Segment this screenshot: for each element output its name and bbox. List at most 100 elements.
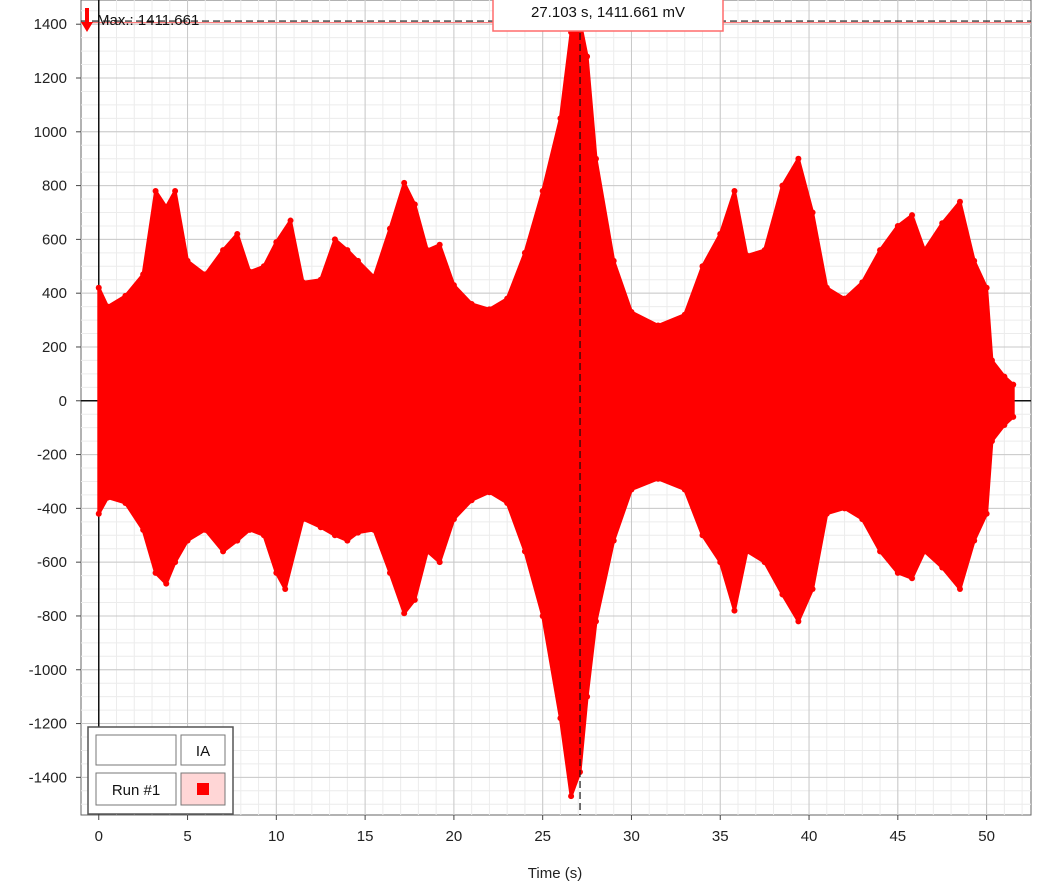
y-tick-label: 1200 xyxy=(34,70,67,87)
signal-trough-point xyxy=(743,548,750,555)
signal-trough-point xyxy=(717,559,724,566)
signal-peak-point xyxy=(841,295,848,302)
x-tick-label: 20 xyxy=(446,828,463,845)
signal-trough-point xyxy=(1010,413,1017,420)
signal-trough-point xyxy=(122,499,129,506)
x-tick-label: 30 xyxy=(623,828,640,845)
signal-peak-point xyxy=(921,247,928,254)
signal-trough-point xyxy=(988,438,995,445)
signal-trough-point xyxy=(877,548,884,555)
signal-trough-point xyxy=(172,559,179,566)
signal-trough-point xyxy=(557,715,564,722)
y-tick-label: 400 xyxy=(42,285,67,302)
legend-header-blank xyxy=(95,734,177,766)
signal-peak-point xyxy=(104,303,111,310)
x-tick-label: 5 xyxy=(183,828,191,845)
signal-trough-point xyxy=(273,569,280,576)
signal-peak-point xyxy=(909,212,916,219)
signal-peak-point xyxy=(140,271,147,278)
x-axis-ticks: 0 5 10 15 20 25 30 35 40 45 50 xyxy=(95,815,995,845)
signal-trough-point xyxy=(282,586,289,593)
signal-peak-point xyxy=(521,249,528,256)
signal-peak-point xyxy=(370,274,377,281)
signal-trough-point xyxy=(956,586,963,593)
legend-swatch xyxy=(197,783,209,795)
signal-peak-point xyxy=(122,292,129,299)
signal-peak-point xyxy=(299,279,306,286)
legend-header-label: IA xyxy=(196,743,210,760)
max-label-group: Max.: 1411.661 xyxy=(81,8,199,32)
signal-trough-point xyxy=(140,526,147,533)
x-tick-label: 40 xyxy=(801,828,818,845)
max-label: Max.: 1411.661 xyxy=(97,12,199,29)
signal-peak-point xyxy=(823,284,830,291)
signal-peak-point xyxy=(681,311,688,318)
signal-trough-point xyxy=(355,529,362,536)
signal-trough-point xyxy=(386,569,393,576)
signal-peak-point xyxy=(743,252,750,259)
signal-trough-point xyxy=(779,591,786,598)
signal-peak-point xyxy=(584,53,591,60)
signal-trough-point xyxy=(424,548,431,555)
signal-peak-point xyxy=(95,284,102,291)
x-tick-label: 15 xyxy=(357,828,374,845)
y-tick-label: 1000 xyxy=(34,124,67,141)
signal-peak-point xyxy=(592,155,599,162)
signal-peak-point xyxy=(172,187,179,194)
signal-peak-point xyxy=(795,155,802,162)
y-tick-label: -800 xyxy=(37,608,67,625)
signal-peak-point xyxy=(220,247,227,254)
signal-trough-point xyxy=(411,596,418,603)
x-tick-label: 35 xyxy=(712,828,729,845)
signal-trough-point xyxy=(246,526,253,533)
x-tick-label: 50 xyxy=(978,828,995,845)
x-tick-label: 25 xyxy=(534,828,551,845)
signal-peak-point xyxy=(184,257,191,264)
signal-trough-point xyxy=(795,618,802,625)
y-axis-ticks: -1400 -1200 -1000 -800 -600 -400 -200 0 200 400 60… xyxy=(29,16,81,786)
signal-peak-point xyxy=(317,276,324,283)
signal-trough-point xyxy=(234,537,241,544)
signal-trough-point xyxy=(152,569,159,576)
signal-trough-point xyxy=(894,569,901,576)
signal-peak-point xyxy=(202,271,209,278)
signal-trough-point xyxy=(521,548,528,555)
signal-trough-point xyxy=(184,537,191,544)
signal-trough-point xyxy=(260,532,267,539)
x-tick-label: 45 xyxy=(889,828,906,845)
signal-trough-point xyxy=(539,612,546,619)
signal-peak-point xyxy=(273,239,280,246)
signal-trough-point xyxy=(971,537,978,544)
signal-peak-point xyxy=(731,187,738,194)
signal-trough-point xyxy=(331,532,338,539)
signal-peak-point xyxy=(331,236,338,243)
signal-trough-point xyxy=(731,607,738,614)
signal-trough-point xyxy=(95,510,102,517)
signal-trough-point xyxy=(921,548,928,555)
signal-trough-point xyxy=(317,524,324,531)
max-arrow-icon xyxy=(81,8,93,32)
y-tick-label: 600 xyxy=(42,231,67,248)
signal-peak-point xyxy=(956,198,963,205)
signal-trough-point xyxy=(486,489,493,496)
signal-series xyxy=(95,18,1017,800)
signal-trough-point xyxy=(468,497,475,504)
signal-trough-point xyxy=(568,793,575,800)
signal-trough-point xyxy=(104,494,111,501)
signal-peak-point xyxy=(287,217,294,224)
signal-trough-point xyxy=(983,510,990,517)
signal-trough-point xyxy=(610,537,617,544)
signal-peak-point xyxy=(401,179,408,186)
y-tick-label: 0 xyxy=(59,393,67,410)
signal-peak-point xyxy=(504,295,511,302)
legend-run-label: Run #1 xyxy=(112,782,160,799)
signal-peak-point xyxy=(386,225,393,232)
tooltip: 27.103 s, 1411.661 mV xyxy=(492,0,724,32)
signal-trough-point xyxy=(823,510,830,517)
signal-peak-point xyxy=(939,220,946,227)
signal-trough-point xyxy=(370,526,377,533)
signal-peak-point xyxy=(628,309,635,316)
signal-peak-point xyxy=(983,284,990,291)
y-tick-label: -1000 xyxy=(29,662,67,679)
y-tick-label: -200 xyxy=(37,447,67,464)
